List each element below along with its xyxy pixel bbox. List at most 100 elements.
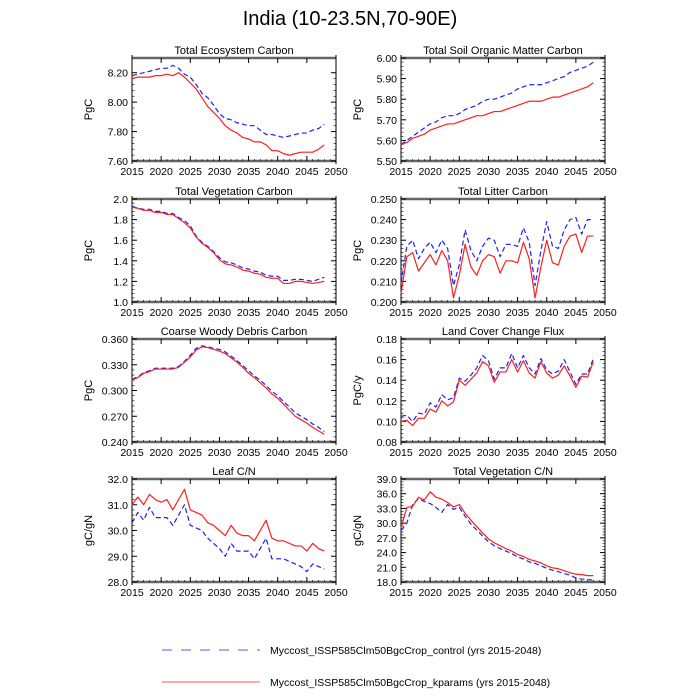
x-tick-label: 2025 (448, 307, 472, 319)
x-tick-label: 2035 (506, 307, 530, 319)
y-tick-label: 1.2 (113, 276, 128, 288)
x-tick-label: 2015 (120, 307, 144, 319)
x-tick-label: 2050 (324, 166, 348, 178)
x-tick-label: 2030 (208, 166, 232, 178)
y-tick-label: 33.0 (377, 503, 398, 515)
x-tick-label: 2040 (266, 447, 290, 459)
y-tick-label: 32.0 (108, 474, 129, 486)
x-tick-label: 2045 (564, 307, 588, 319)
x-tick-label: 2035 (237, 447, 261, 459)
x-tick-label: 2020 (418, 307, 442, 319)
y-tick-label: 30.0 (377, 518, 398, 530)
series-line-control (131, 504, 325, 573)
panel-land-cover-change-flux: 2015 2020 2025 2030 2035 2040 2045 2050 0.08 0.10… (352, 326, 617, 459)
y-tick-label: 0.08 (377, 437, 398, 449)
panel-leaf-c-n: 2015 2020 2025 2030 2035 2040 2045 2050 28.0 29.0… (83, 466, 348, 599)
x-tick-label: 2050 (593, 166, 617, 178)
x-tick-label: 2050 (324, 447, 348, 459)
series-line-kparams (400, 359, 594, 427)
x-tick-label: 2015 (389, 307, 413, 319)
y-tick-label: 0.210 (371, 276, 397, 288)
x-tick-label: 2015 (120, 587, 144, 599)
x-tick-label: 2050 (593, 307, 617, 319)
x-tick-label: 2040 (266, 587, 290, 599)
y-tick-label: 5.70 (377, 115, 398, 127)
x-tick-label: 2035 (506, 166, 530, 178)
x-tick-label: 2035 (506, 447, 530, 459)
y-tick-label: 6.00 (377, 53, 398, 65)
x-tick-label: 2020 (149, 587, 173, 599)
x-tick-label: 2035 (506, 587, 530, 599)
series-line-control (400, 61, 594, 146)
y-tick-label: 0.200 (371, 297, 397, 309)
y-tick-label: 0.300 (102, 386, 128, 398)
x-tick-label: 2015 (389, 587, 413, 599)
x-tick-label: 2020 (149, 166, 173, 178)
series-line-control (400, 216, 594, 287)
series-line-kparams (131, 346, 325, 435)
x-tick-label: 2045 (564, 587, 588, 599)
y-axis-label: PgC (83, 380, 95, 401)
series-line-control (400, 352, 594, 422)
x-tick-label: 2015 (120, 166, 144, 178)
y-tick-label: 0.250 (371, 194, 397, 206)
y-tick-label: 0.360 (102, 334, 128, 346)
x-tick-label: 2045 (295, 587, 319, 599)
x-tick-label: 2020 (418, 166, 442, 178)
series-line-kparams (131, 206, 325, 285)
series-line-kparams (131, 488, 325, 552)
x-tick-label: 2040 (535, 587, 559, 599)
series-line-kparams (131, 72, 325, 156)
y-tick-label: 5.50 (377, 156, 398, 168)
y-tick-label: 21.0 (377, 562, 398, 574)
y-tick-label: 27.0 (377, 533, 398, 545)
y-tick-label: 8.00 (108, 97, 129, 109)
x-tick-label: 2035 (237, 587, 261, 599)
y-axis-label: PgC (83, 240, 95, 261)
x-tick-label: 2025 (179, 166, 203, 178)
y-tick-label: 2.0 (113, 194, 128, 206)
x-tick-label: 2030 (477, 587, 501, 599)
x-tick-label: 2020 (149, 307, 173, 319)
x-tick-label: 2030 (208, 587, 232, 599)
series-line-control (131, 64, 325, 139)
y-tick-label: 24.0 (377, 548, 398, 560)
x-tick-label: 2025 (179, 447, 203, 459)
x-tick-label: 2040 (266, 166, 290, 178)
x-tick-label: 2040 (535, 307, 559, 319)
x-tick-label: 2050 (593, 447, 617, 459)
x-tick-label: 2015 (389, 447, 413, 459)
y-tick-label: 28.0 (108, 577, 129, 589)
y-tick-label: 0.18 (377, 334, 398, 346)
series-line-kparams (400, 233, 594, 299)
x-tick-label: 2030 (477, 307, 501, 319)
y-axis-label: gC/gN (352, 515, 364, 546)
x-tick-label: 2040 (266, 307, 290, 319)
y-tick-label: 0.220 (371, 256, 397, 268)
x-tick-label: 2040 (535, 166, 559, 178)
x-tick-label: 2035 (237, 166, 261, 178)
panel-title: Leaf C/N (212, 466, 255, 478)
series-line-kparams (400, 491, 594, 577)
x-tick-label: 2035 (237, 307, 261, 319)
y-tick-label: 1.6 (113, 235, 128, 247)
series-line-control (400, 498, 594, 581)
series-line-control (131, 345, 325, 433)
y-tick-label: 0.12 (377, 396, 398, 408)
x-tick-label: 2020 (149, 447, 173, 459)
panel-total-soil-organic-matter-carbon: 2015 2020 2025 2030 2035 2040 2045 2050 5.50 5.60… (352, 45, 617, 178)
y-tick-label: 0.270 (102, 411, 128, 423)
x-tick-label: 2015 (389, 166, 413, 178)
series-line-control (131, 205, 325, 282)
x-tick-label: 2025 (179, 307, 203, 319)
x-tick-label: 2030 (208, 447, 232, 459)
panel-total-ecosystem-carbon: 2015 2020 2025 2030 2035 2040 2045 2050 7.60 7.80… (83, 45, 348, 178)
y-tick-label: 39.0 (377, 474, 398, 486)
x-tick-label: 2050 (593, 587, 617, 599)
y-axis-label: PgC (83, 99, 95, 120)
y-tick-label: 7.80 (108, 127, 129, 139)
x-tick-label: 2030 (477, 166, 501, 178)
figure-title: India (10-23.5N,70-90E) (242, 8, 458, 30)
legend-label: Myccost_ISSP585Clm50BgcCrop_control (yrs… (270, 645, 541, 657)
